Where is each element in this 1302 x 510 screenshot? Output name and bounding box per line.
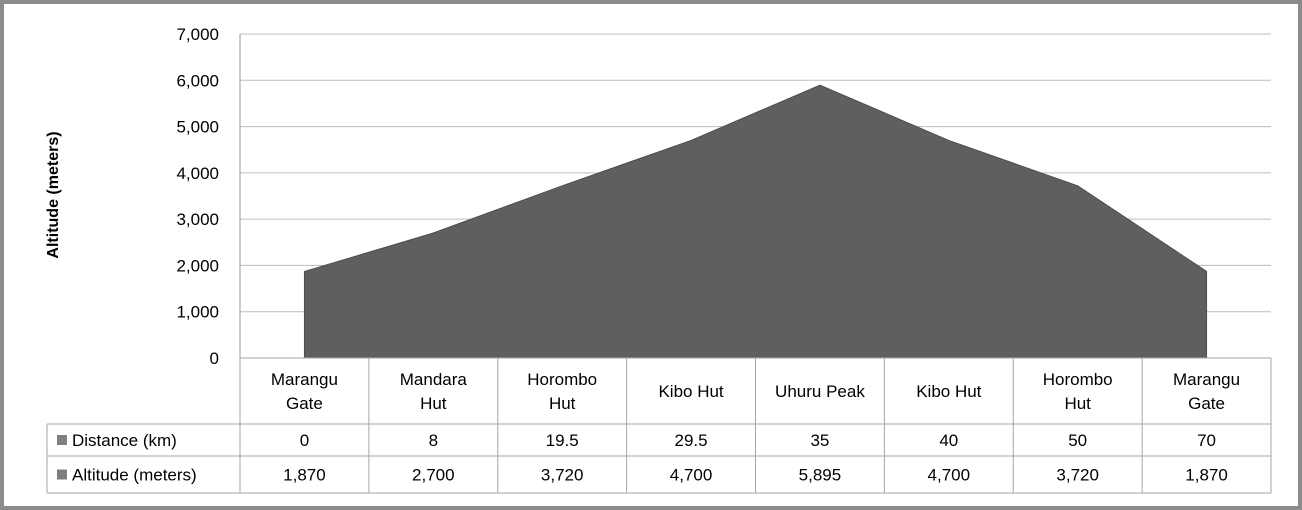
y-tick-label: 0: [210, 349, 219, 368]
data-label: 3,720: [1056, 466, 1099, 485]
y-tick-label: 4,000: [176, 164, 219, 183]
area-series: [303, 84, 1208, 359]
data-label: 1,870: [283, 466, 326, 485]
x-tick-label: Kibo Hut: [916, 382, 981, 401]
data-label: 35: [810, 431, 829, 450]
x-tick-label: Gate: [1188, 394, 1225, 413]
x-tick-label: Kibo Hut: [658, 382, 723, 401]
y-tick-label: 2,000: [176, 256, 219, 275]
legend-label: Altitude (meters): [72, 466, 197, 485]
y-tick-label: 1,000: [176, 303, 219, 322]
y-axis-ticks: 0 1,000 2,000 3,000 4,000 5,000 6,000 7,000: [176, 25, 219, 368]
legend-label: Distance (km): [72, 431, 177, 450]
data-label: 1,870: [1185, 466, 1228, 485]
data-label: 3,720: [541, 466, 584, 485]
data-label: 4,700: [928, 466, 971, 485]
y-tick-label: 5,000: [176, 118, 219, 137]
x-tick-label: Hut: [420, 394, 447, 413]
data-table: Marangu Gate Mandara Hut Horombo Hut Kibo Hut U…: [46, 357, 1272, 494]
data-label: 50: [1068, 431, 1087, 450]
x-tick-label: Marangu: [271, 370, 338, 389]
y-axis-label: Altitude (meters): [45, 131, 62, 258]
data-label: 4,700: [670, 466, 713, 485]
data-label: 8: [429, 431, 438, 450]
data-label: 5,895: [799, 466, 842, 485]
y-tick-label: 6,000: [176, 71, 219, 90]
x-tick-label: Horombo: [527, 370, 597, 389]
x-tick-label: Gate: [286, 394, 323, 413]
data-label: 70: [1197, 431, 1216, 450]
x-tick-label: Hut: [1064, 394, 1091, 413]
x-tick-label: Hut: [549, 394, 576, 413]
data-label: 29.5: [675, 431, 708, 450]
data-label: 2,700: [412, 466, 455, 485]
x-tick-label: Mandara: [400, 370, 468, 389]
x-tick-label: Marangu: [1173, 370, 1240, 389]
x-tick-label: Horombo: [1043, 370, 1113, 389]
y-tick-label: 3,000: [176, 210, 219, 229]
y-tick-label: 7,000: [176, 25, 219, 44]
data-label: 40: [939, 431, 958, 450]
data-label: 19.5: [546, 431, 579, 450]
legend-key: [57, 435, 67, 445]
x-tick-label: Uhuru Peak: [775, 382, 865, 401]
legend-key: [57, 469, 67, 480]
data-label: 0: [300, 431, 309, 450]
